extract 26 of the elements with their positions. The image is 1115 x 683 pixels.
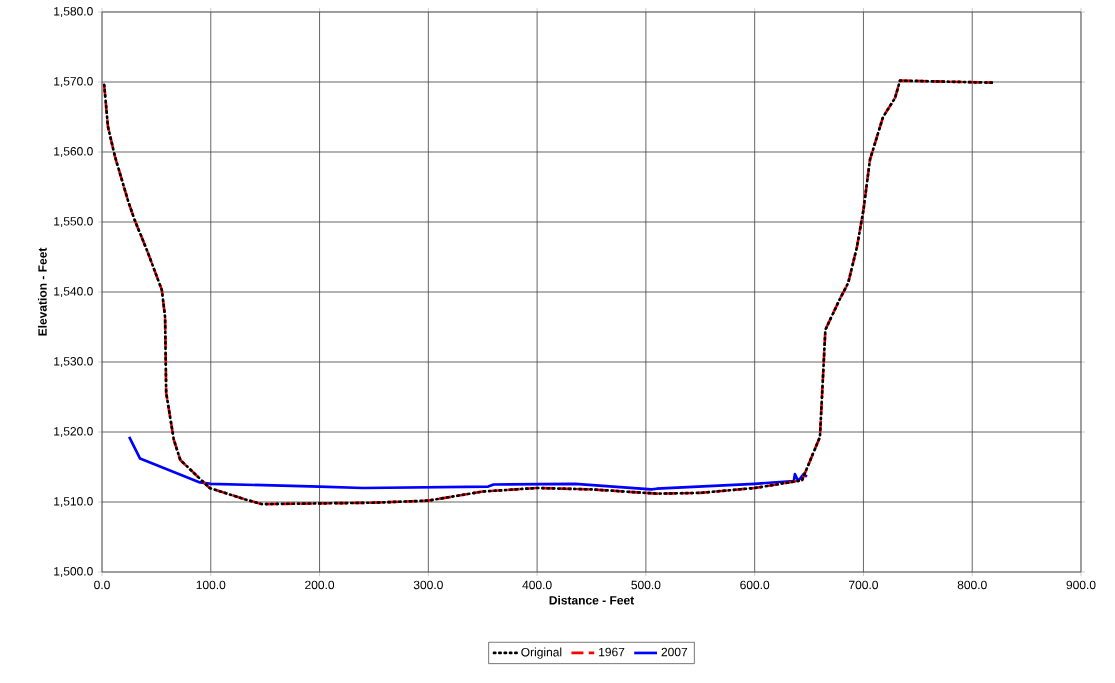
x-tick-label: 600.0 <box>740 580 770 590</box>
line-series <box>127 435 809 491</box>
x-tick-label: 200.0 <box>305 580 335 590</box>
y-axis-title: Elevation - Feet <box>37 247 47 336</box>
x-tick-label: 700.0 <box>849 580 878 590</box>
y-tick-label: 1,510.0 <box>54 497 93 507</box>
legend-label: Original <box>521 647 562 659</box>
x-tick-label: 300.0 <box>413 580 443 590</box>
line-series <box>102 79 995 506</box>
y-tick-label: 1,540.0 <box>54 287 93 297</box>
legend-label: 1967 <box>599 647 625 657</box>
x-tick-label: 800.0 <box>957 580 987 590</box>
y-tick-label: 1,550.0 <box>54 217 93 227</box>
x-tick-label: 900.0 <box>1066 580 1096 590</box>
x-tick-label: 100.0 <box>196 580 226 590</box>
x-tick-label: 0.0 <box>94 580 110 590</box>
y-tick-label: 1,580.0 <box>54 7 93 17</box>
y-tick-label: 1,500.0 <box>54 567 93 577</box>
y-tick-label: 1,560.0 <box>54 147 93 157</box>
x-axis-title: Distance - Feet <box>549 595 635 605</box>
legend-label: 2007 <box>661 647 688 657</box>
y-tick-label: 1,520.0 <box>54 427 93 437</box>
y-tick-label: 1,530.0 <box>54 357 93 367</box>
x-tick-label: 400.0 <box>522 580 552 590</box>
x-tick-label: 500.0 <box>631 580 661 590</box>
y-tick-label: 1,570.0 <box>54 77 93 87</box>
